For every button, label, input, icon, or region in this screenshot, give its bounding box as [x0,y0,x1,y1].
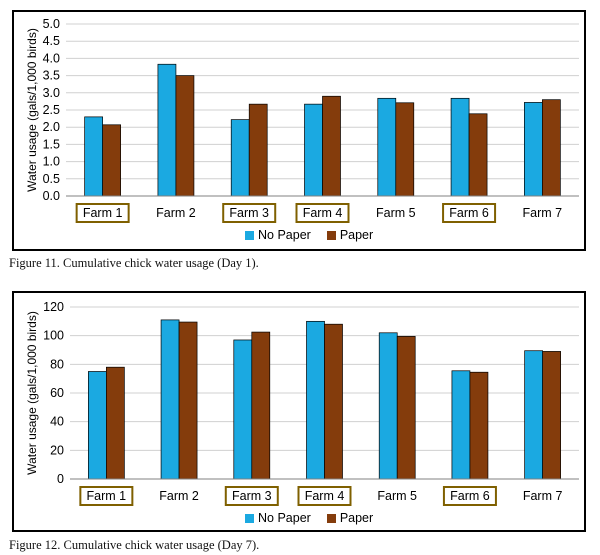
bar-no-paper [524,102,543,197]
y-tick-label: 3.0 [43,86,60,100]
x-tick-label: Farm 3 [232,489,272,503]
legend-item-no-paper: No Paper [245,511,311,525]
legend-swatch-paper [326,230,336,240]
bar-no-paper [451,370,471,480]
bar-no-paper [233,339,253,480]
bar-no-paper [84,116,103,197]
y-tick-label: 5.0 [43,17,60,31]
y-tick-label: 40 [50,415,64,429]
bar-no-paper [306,320,325,480]
legend-swatch-no-paper [245,513,254,523]
category-box [295,203,350,223]
bar-paper [178,321,198,480]
category-box [442,203,497,223]
y-tick-label: 0.5 [43,172,60,186]
legend-label-paper: Paper [339,511,374,525]
category-box [224,486,279,506]
bar-paper [175,75,195,197]
x-tick-label: Farm 4 [303,206,343,220]
bar-paper [251,331,271,480]
bar-no-paper [88,371,107,480]
y-tick-label: 100 [43,329,64,343]
chart-day1: 0.0 0.5 1.0 1.5 2.0 2.5 3.0 3.5 4.0 4.5 5.0 Water u… [25,17,579,223]
bar-no-paper [524,350,543,480]
x-tick-label: Farm 6 [449,206,489,220]
figure-caption-11: Figure 11. Cumulative chick water usage … [9,256,259,270]
bar-no-paper [304,103,323,197]
y-tick-label: 20 [50,443,64,457]
y-axis-title: Water usage (gals/1,000 birds) [25,28,39,192]
figure-caption-12: Figure 12. Cumulative chick water usage … [9,538,260,552]
bar-paper [469,371,489,480]
x-tick-label: Farm 6 [450,489,490,503]
bar-no-paper [450,97,470,197]
x-tick-label: Farm 1 [87,489,127,503]
x-tick-label: Farm 1 [83,206,123,220]
y-tick-label: 4.0 [43,51,60,65]
legend-swatch-paper [326,513,336,523]
y-tick-label: 1.5 [43,137,60,151]
category-box [75,203,130,223]
y-tick-label: 120 [43,300,64,314]
legend-day7: No Paper Paper [245,511,383,525]
bar-no-paper [377,97,397,197]
bar-paper [542,99,561,197]
y-tick-label: 80 [50,357,64,371]
bar-paper [542,351,561,480]
x-tick-label: Farm 5 [377,489,417,503]
legend-label-no-paper: No Paper [258,228,311,242]
bar-paper [322,95,341,197]
x-tick-label: Farm 2 [156,206,196,220]
legend-swatch-no-paper [245,230,254,240]
legend-day1: No Paper Paper [245,228,383,242]
y-tick-label: 60 [50,386,64,400]
category-box [222,203,277,223]
category-box [297,486,352,506]
bar-no-paper [160,319,180,480]
x-tick-label: Farm 7 [523,206,563,220]
x-tick-label: Farm 7 [523,489,563,503]
bar-paper [395,102,415,197]
bar-paper [106,366,125,480]
chart-day7: 0 20 40 60 80 100 120 Water usage (gals/1,000 b… [25,300,579,506]
y-tick-label: 2.0 [43,120,60,134]
y-tick-label: 0 [57,472,64,486]
y-tick-label: 3.5 [43,69,60,83]
y-tick-label: 0.0 [43,189,60,203]
legend-label-paper: Paper [339,228,374,242]
legend-item-paper: Paper [326,511,374,525]
category-box [79,486,134,506]
chart-panel-day7: 0 20 40 60 80 100 120 Water usage (gals/1,000 b… [12,291,586,532]
category-box [442,486,497,506]
legend-item-paper: Paper [326,228,374,242]
y-tick-label: 4.5 [43,34,60,48]
x-tick-label: Farm 5 [376,206,416,220]
bar-no-paper [157,63,177,197]
bar-paper [248,103,268,197]
chart-panel-day1: 0.0 0.5 1.0 1.5 2.0 2.5 3.0 3.5 4.0 4.5 5.0 Water u… [12,10,586,251]
x-tick-label: Farm 4 [305,489,345,503]
y-tick-label: 2.5 [43,103,60,117]
bar-paper [396,336,416,480]
x-tick-label: Farm 3 [229,206,269,220]
bar-paper [102,124,121,197]
x-tick-label: Farm 2 [159,489,199,503]
y-axis-title: Water usage (gals/1,000 birds) [25,311,39,475]
bar-paper [468,113,488,197]
legend-label-no-paper: No Paper [258,511,311,525]
bar-paper [324,323,343,480]
bar-no-paper [378,332,398,480]
legend-item-no-paper: No Paper [245,228,311,242]
bar-no-paper [230,119,250,197]
y-tick-label: 1.0 [43,155,60,169]
